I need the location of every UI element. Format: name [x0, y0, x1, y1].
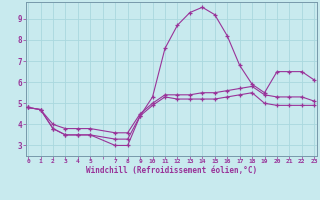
X-axis label: Windchill (Refroidissement éolien,°C): Windchill (Refroidissement éolien,°C): [86, 166, 257, 175]
